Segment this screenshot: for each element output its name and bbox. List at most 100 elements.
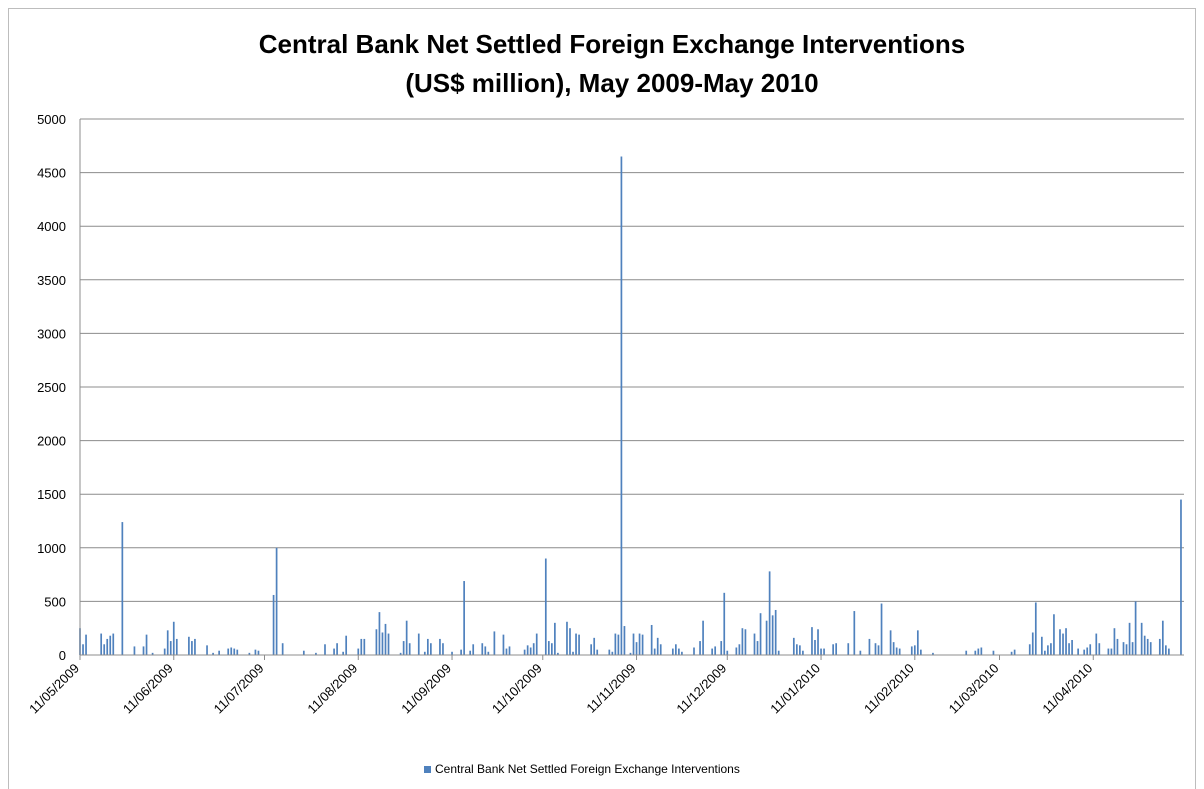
bar [523,649,526,655]
bar [575,633,577,655]
bar [910,646,913,655]
bar [375,629,378,655]
bar [868,638,871,655]
bar [1089,644,1092,655]
bar [1010,651,1013,655]
bar [1028,644,1031,655]
legend-swatch [424,766,431,773]
bar [650,624,653,655]
bar [106,638,109,655]
bar [133,646,136,655]
x-tick-label: 11/03/2010 [946,661,1002,717]
bar [248,652,251,655]
chart-title-line-2: (US$ million), May 2009-May 2010 [405,68,818,98]
bar [532,643,535,655]
bar [384,623,387,655]
bar [569,628,571,655]
y-tick-label: 2500 [37,380,66,395]
y-tick-label: 3500 [37,273,66,288]
bar [463,581,465,655]
bar [1180,499,1182,655]
bar [315,652,317,655]
bar [702,620,704,655]
bar [977,648,980,655]
bar [1113,628,1116,655]
bar [1149,642,1152,655]
bar [974,650,977,655]
bar [859,650,862,655]
bar [656,637,659,655]
bar [874,643,877,655]
bar [635,642,638,655]
y-tick-label: 1000 [37,541,66,556]
bar [726,650,729,655]
bar [835,643,838,655]
bar [1047,645,1049,655]
bar [487,651,490,655]
bar [913,645,916,655]
bar [714,646,717,655]
bar [1122,642,1125,655]
chart-frame [8,8,1196,789]
y-tick-label: 500 [44,594,66,609]
x-tick-label: 11/12/2009 [673,661,729,717]
bar [1031,632,1034,655]
bar [744,629,747,655]
bar [614,633,617,655]
legend: Central Bank Net Settled Foreign Exchang… [424,762,740,776]
bar [675,644,677,655]
bar [608,649,611,655]
bar [1116,638,1119,655]
x-tick-label: 11/05/2009 [26,661,82,717]
bar [1050,643,1052,655]
bar [336,643,338,655]
bar [620,156,623,655]
bar [505,648,508,655]
bar [324,644,326,655]
bar [236,649,239,655]
bar [1131,642,1134,655]
bar [100,633,103,655]
bar [802,650,804,655]
bar [965,650,968,655]
bar [233,648,236,655]
bar [877,645,880,655]
y-tick-label: 3000 [37,326,66,341]
bar [442,643,444,655]
bar [550,643,553,655]
bar [387,633,390,655]
bar [218,650,220,655]
bar [417,633,420,655]
bar [759,613,762,655]
bar [502,634,505,655]
bar [381,632,384,655]
bar [281,643,284,655]
bar [916,630,919,655]
bar [188,636,190,655]
bar [774,609,777,655]
bar [272,594,275,655]
bar [1083,649,1086,655]
bar [992,650,995,655]
y-axis-tick-labels: 0 500 1000 1500 2000 2500 3000 3500 4000 4500 5000 [37,112,66,663]
bar [423,651,426,655]
bar [659,644,662,655]
bar [741,628,744,655]
bar [1040,636,1043,655]
bar [554,622,556,655]
bar [617,634,620,655]
bar [880,603,883,655]
bar [451,651,453,655]
y-tick-label: 1500 [37,487,66,502]
bar [777,650,780,655]
bar [681,651,683,655]
y-tick-label: 0 [59,648,66,663]
bar [820,648,822,655]
bar [1161,620,1164,655]
x-axis-tick-labels: 11/05/2009 11/06/2009 11/07/2009 11/08/2009… [26,655,1095,716]
bar [1062,633,1064,655]
bar [402,641,405,655]
bar [678,648,680,655]
bar [103,644,106,655]
